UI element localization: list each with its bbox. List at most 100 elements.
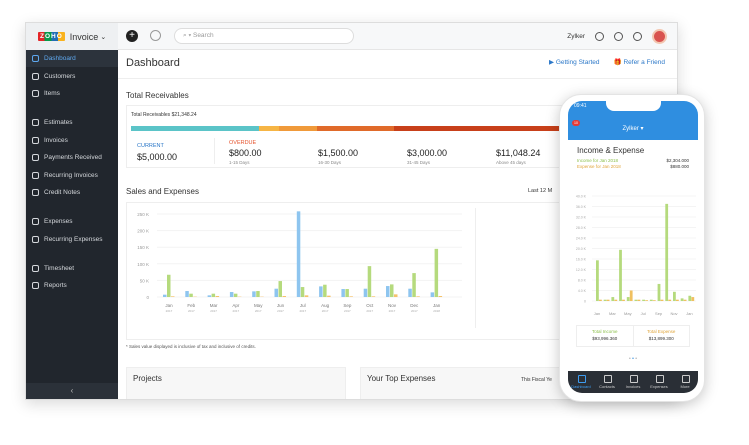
bar[interactable] [189, 293, 193, 297]
receivables-segment[interactable] [131, 126, 259, 131]
gear-icon[interactable] [614, 32, 623, 41]
bar[interactable] [252, 291, 256, 297]
bar[interactable] [363, 288, 368, 297]
bar[interactable] [304, 295, 309, 297]
avatar[interactable] [652, 29, 667, 44]
bar[interactable] [386, 286, 390, 297]
phone-tab-invoices[interactable]: Invoices [620, 371, 646, 393]
bar[interactable] [603, 299, 607, 301]
bar[interactable] [673, 291, 676, 301]
bar[interactable] [596, 260, 599, 301]
bar[interactable] [622, 299, 625, 301]
page-dots[interactable]: • • • [628, 356, 638, 362]
sidebar-item-invoices[interactable]: Invoices [26, 132, 118, 149]
bar[interactable] [229, 292, 234, 297]
bar[interactable] [300, 287, 305, 297]
bar[interactable] [371, 296, 376, 297]
bar[interactable] [599, 299, 602, 301]
bar[interactable] [278, 281, 283, 297]
phone-tab-dashboard[interactable]: Dashboard [568, 371, 594, 393]
bar[interactable] [274, 288, 279, 297]
bar[interactable] [611, 297, 615, 301]
bar[interactable] [634, 299, 638, 301]
bell-icon[interactable] [595, 32, 604, 41]
phone-org[interactable]: Zylker ▾ [622, 126, 644, 132]
top-expenses-period[interactable]: This Fiscal Ye [521, 377, 552, 383]
bar[interactable] [657, 283, 661, 301]
bar[interactable] [438, 296, 443, 297]
bar[interactable] [282, 296, 287, 297]
bar[interactable] [683, 299, 687, 301]
receivables-segment[interactable] [317, 126, 394, 131]
bar[interactable] [434, 248, 439, 297]
receivables-segment[interactable] [279, 126, 318, 131]
period-select[interactable]: Last 12 M [528, 188, 553, 194]
refer-friend-link[interactable]: 🎁 Refer a Friend [613, 59, 665, 66]
collapse-sidebar-button[interactable]: ‹ [26, 383, 118, 399]
sidebar-item-recurring-expenses[interactable]: Recurring Expenses [26, 231, 118, 248]
bar[interactable] [652, 300, 656, 301]
bar[interactable] [408, 288, 412, 297]
sidebar-item-customers[interactable]: Customers [26, 67, 118, 84]
bar[interactable] [341, 289, 345, 297]
bar[interactable] [629, 290, 633, 302]
phone-tab-contacts[interactable]: Contacts [594, 371, 620, 393]
bar[interactable] [688, 295, 692, 301]
sidebar-item-estimates[interactable]: Estimates [26, 114, 118, 131]
bar[interactable] [163, 294, 167, 297]
bar[interactable] [606, 299, 610, 301]
bar[interactable] [642, 299, 645, 301]
bar[interactable] [614, 299, 618, 301]
receivables-segment[interactable] [258, 126, 280, 131]
bar[interactable] [645, 300, 648, 301]
bar[interactable] [323, 284, 327, 297]
bar[interactable] [626, 297, 630, 301]
bar[interactable] [345, 289, 349, 297]
overdue-bucket[interactable]: $3,000.00 31-45 Days [407, 145, 447, 165]
sidebar-item-recurring-invoices[interactable]: Recurring Invoices [26, 166, 118, 183]
sidebar-item-payments-received[interactable]: Payments Received [26, 149, 118, 166]
zoho-invoice-logo[interactable]: ZOHO Invoice ⌄ [26, 23, 118, 50]
phone-tab-more[interactable]: More [672, 371, 698, 393]
overdue-bucket[interactable]: $11,048.24 Above 45 days [496, 145, 540, 165]
bar[interactable] [233, 293, 238, 297]
bar[interactable] [296, 211, 301, 297]
phone-tab-expenses[interactable]: Expenses [646, 371, 672, 393]
bar[interactable] [394, 294, 398, 297]
bar[interactable] [367, 266, 372, 297]
bar[interactable] [211, 293, 216, 297]
bar[interactable] [171, 296, 175, 297]
bar[interactable] [167, 274, 171, 297]
sidebar-item-reports[interactable]: Reports [26, 277, 118, 294]
history-icon[interactable] [150, 30, 161, 41]
overdue-bucket[interactable]: $1,500.00 16-30 Days [318, 145, 358, 165]
sidebar-item-items[interactable]: Items [26, 85, 118, 102]
add-icon[interactable]: + [126, 30, 138, 42]
bar[interactable] [185, 291, 189, 297]
bar[interactable] [668, 299, 672, 301]
bar[interactable] [691, 297, 695, 301]
bar[interactable] [676, 299, 679, 301]
sidebar-item-expenses[interactable]: Expenses [26, 213, 118, 230]
bar[interactable] [637, 299, 641, 301]
bar[interactable] [665, 203, 669, 301]
receivables-segment[interactable] [393, 126, 676, 131]
notification-badge[interactable]: 10 [572, 120, 580, 126]
search-input[interactable]: ⌕ ▾ Search [174, 28, 354, 44]
bar[interactable] [412, 273, 416, 297]
bar[interactable] [680, 298, 684, 301]
bar[interactable] [416, 296, 420, 297]
overdue-bucket[interactable]: $800.00 1-15 Days [229, 145, 262, 165]
bar[interactable] [660, 299, 664, 301]
sidebar-item-dashboard[interactable]: Dashboard [26, 50, 118, 68]
bar[interactable] [256, 291, 260, 297]
bar[interactable] [327, 295, 331, 297]
org-switcher[interactable]: Zylker [567, 33, 585, 40]
bar[interactable] [649, 299, 653, 301]
bar[interactable] [619, 249, 622, 301]
help-icon[interactable] [633, 32, 642, 41]
getting-started-link[interactable]: ▶ Getting Started [549, 59, 600, 66]
sidebar-item-credit-notes[interactable]: Credit Notes [26, 184, 118, 201]
bar[interactable] [430, 292, 435, 297]
bar[interactable] [349, 296, 353, 297]
